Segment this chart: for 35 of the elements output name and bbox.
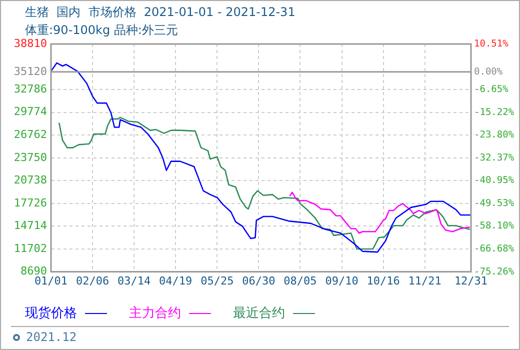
y-tick-label: 11702 xyxy=(14,242,47,255)
y2-tick-label: -40.95% xyxy=(474,175,514,186)
legend-label: 主力合约 xyxy=(129,305,181,322)
y2-tick-label: 10.51% xyxy=(474,38,509,50)
y-tick-label: 17726 xyxy=(14,196,47,210)
y-tick-label: 26762 xyxy=(14,128,47,141)
y-tick-label: 23750 xyxy=(14,150,47,164)
y2-tick-label: 0.00% xyxy=(474,66,503,78)
legend-label: 最近合约 xyxy=(233,305,285,322)
chart-title: 生猪 国内 市场价格 2021-01-01 - 2021-12-31 xyxy=(25,4,296,21)
legend-label: 现货价格 xyxy=(25,305,77,322)
y2-tick-label: -23.80% xyxy=(474,130,514,141)
x-tick-label: 11/21 xyxy=(408,274,442,288)
y-tick-label: 14714 xyxy=(14,219,48,232)
x-tick-label: 03/14 xyxy=(118,274,152,288)
y-tick-label: 38810 xyxy=(14,36,47,50)
y-tick-label: 32786 xyxy=(14,82,47,96)
y2-tick-label: -15.22% xyxy=(474,106,514,118)
y2-tick-label: -32.37% xyxy=(474,152,514,164)
x-tick-label: 09/10 xyxy=(325,274,358,288)
x-tick-label: 08/05 xyxy=(284,274,317,288)
y2-tick-label: -66.68% xyxy=(474,243,514,254)
y-tick-label: 29774 xyxy=(14,105,48,118)
x-tick-label: 06/30 xyxy=(242,274,276,288)
x-tick-label: 10/16 xyxy=(366,274,400,288)
x-tick-label: 02/06 xyxy=(76,274,110,288)
y2-tick-label: -58.10% xyxy=(474,220,514,232)
y-tick-label: 20738 xyxy=(14,174,47,187)
x-tick-label: 04/19 xyxy=(159,274,192,288)
chart-subtitle: 体重:90-100kg 品种:外三元 xyxy=(25,22,178,38)
y2-tick-label: -49.53% xyxy=(474,198,514,209)
x-tick-label: 05/25 xyxy=(200,274,234,288)
text: 2021.12 xyxy=(26,330,77,344)
y2-tick-label: -6.65% xyxy=(474,84,509,96)
y-tick-label: 35120 xyxy=(14,64,47,78)
